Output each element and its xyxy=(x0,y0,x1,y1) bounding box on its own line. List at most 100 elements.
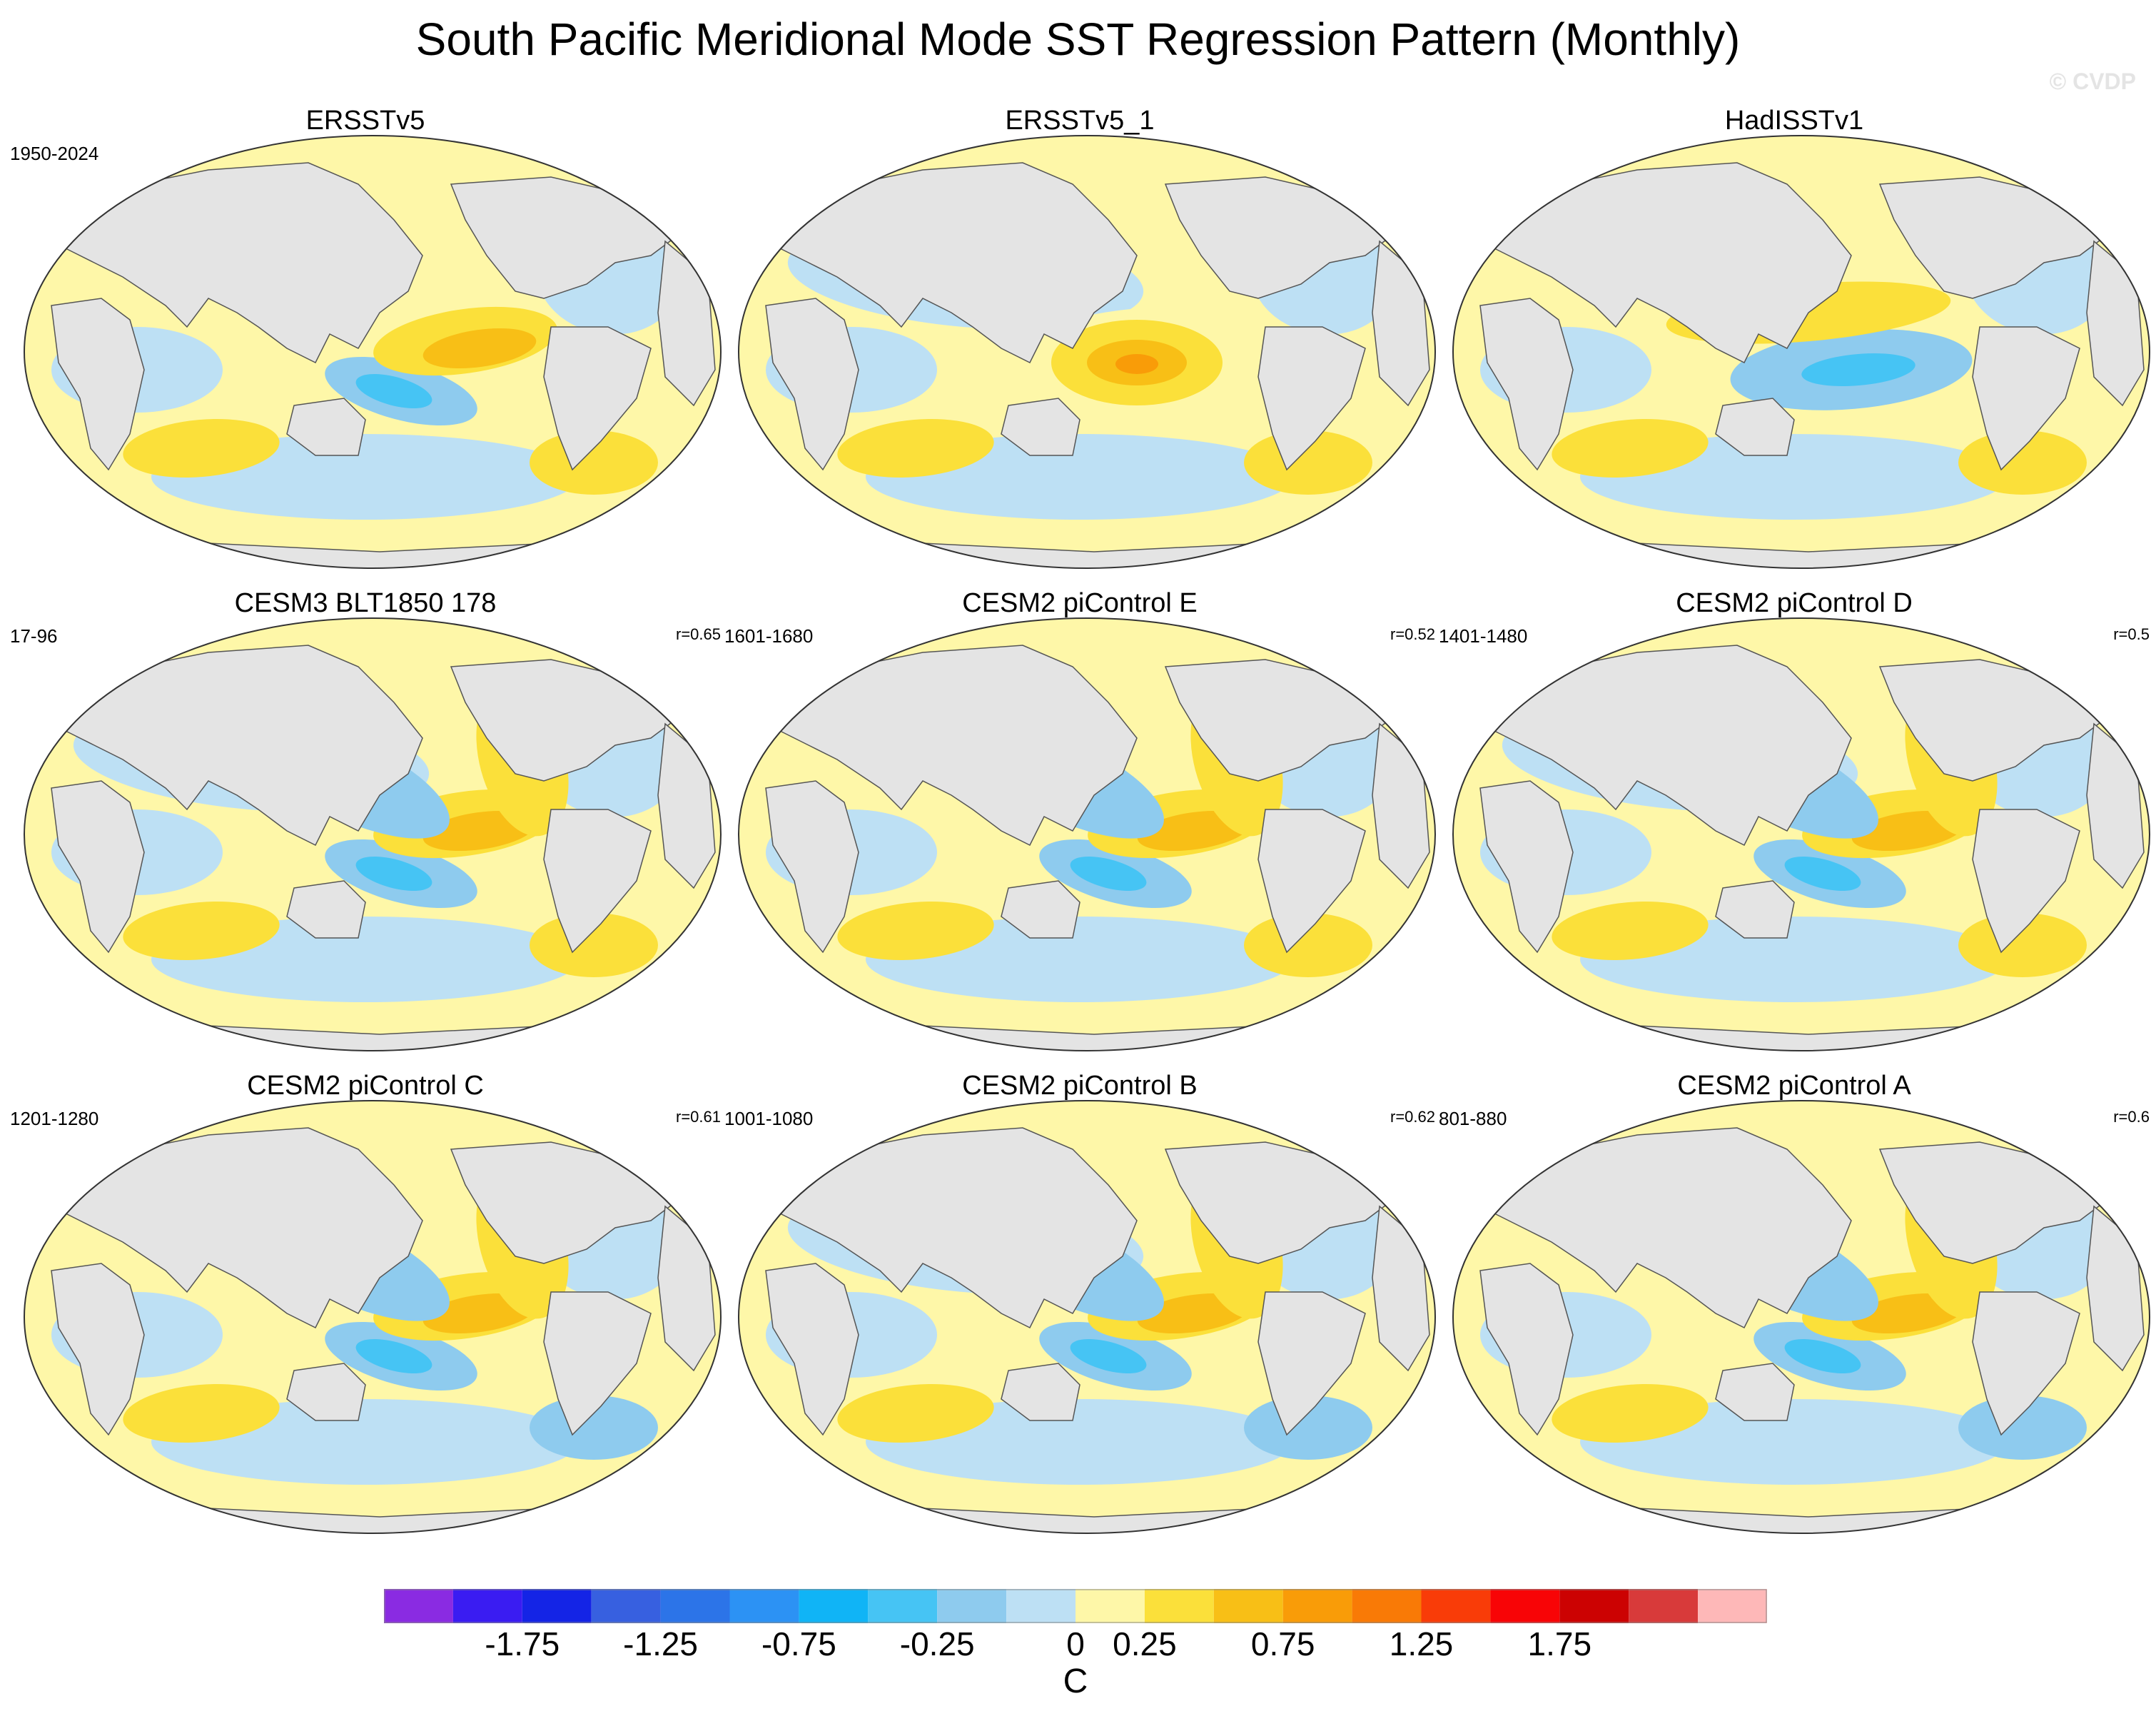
panel-years: 1201-1280 xyxy=(10,1108,99,1129)
colorbar-box xyxy=(868,1589,938,1623)
colorbar-box xyxy=(1352,1589,1422,1623)
sst-anomaly-region xyxy=(1244,430,1372,495)
sst-anomaly-region xyxy=(1115,354,1158,374)
pattern-correlation: r=0.61 xyxy=(676,1108,721,1126)
panel-title: CESM2 piControl C xyxy=(247,1071,484,1101)
sst-anomaly-region xyxy=(1784,857,1861,891)
sst-anomaly-region xyxy=(837,902,994,960)
map-panel: CESM3 BLT1850 178 17-96 r=0.65 xyxy=(9,588,722,1074)
sst-anomaly-region xyxy=(837,1384,994,1443)
sst-anomaly-region xyxy=(1244,1395,1372,1460)
colorbar-tick-label: -1.75 xyxy=(485,1625,560,1662)
map-border xyxy=(738,135,1436,569)
colorbar-box xyxy=(1076,1589,1145,1623)
continent xyxy=(1479,162,1852,364)
panel-years: 1401-1480 xyxy=(1439,625,1528,647)
panel-title: ERSSTv5 xyxy=(305,106,425,136)
continent xyxy=(1001,398,1080,456)
colorbar-box xyxy=(1421,1589,1491,1623)
continent xyxy=(51,1263,145,1436)
colorbar-tick-label: 0.75 xyxy=(1250,1625,1315,1662)
map-panel: CESM2 piControl D 1401-1480 r=0.5 xyxy=(1437,588,2151,1074)
panel-title: CESM2 piControl A xyxy=(1677,1071,1911,1101)
sst-anomaly-region xyxy=(123,419,280,478)
sst-anomaly-region xyxy=(530,1395,658,1460)
continent xyxy=(1001,880,1080,939)
map-border xyxy=(24,617,722,1051)
continent xyxy=(765,780,859,954)
continent xyxy=(1257,809,1366,954)
panel-title: ERSSTv5_1 xyxy=(1005,106,1155,136)
continent xyxy=(543,326,652,471)
map-border xyxy=(1452,617,2150,1051)
sst-anomaly-region xyxy=(530,913,658,977)
colorbar-box xyxy=(660,1589,730,1623)
sst-anomaly-region xyxy=(1244,913,1372,977)
pattern-correlation: r=0.5 xyxy=(2113,625,2150,643)
colorbar-box xyxy=(1213,1589,1283,1623)
continent xyxy=(1257,1291,1366,1436)
colorbar-tick-label: -0.25 xyxy=(899,1625,975,1662)
continent xyxy=(543,809,652,954)
sst-anomaly-region xyxy=(1784,1339,1861,1373)
colorbar-box xyxy=(1698,1589,1767,1623)
panel-title: CESM2 piControl E xyxy=(962,588,1198,618)
map-panel: CESM2 piControl B 1001-1080 r=0.62 xyxy=(723,1071,1437,1556)
map-panel: CESM2 piControl E 1601-1680 r=0.52 xyxy=(723,588,1437,1074)
panel-years: 1001-1080 xyxy=(724,1108,814,1129)
panel-years: 1950-2024 xyxy=(10,143,99,164)
continent xyxy=(51,645,423,847)
panel-title: CESM2 piControl D xyxy=(1676,588,1913,618)
colorbar-box xyxy=(1490,1589,1560,1623)
panel-years: 801-880 xyxy=(1439,1108,1507,1129)
continent xyxy=(765,645,1138,847)
map-border xyxy=(1452,135,2150,569)
continent xyxy=(51,1127,423,1329)
continent xyxy=(1972,1291,2080,1436)
map-panel: CESM2 piControl A 801-880 r=0.6 xyxy=(1437,1071,2151,1556)
colorbar-box xyxy=(799,1589,869,1623)
sst-anomaly-region xyxy=(1552,902,1709,960)
sst-anomaly-region xyxy=(1070,857,1147,891)
sst-regression-map xyxy=(1452,617,2150,1051)
sst-regression-map xyxy=(738,1100,1436,1534)
colorbar-box xyxy=(1006,1589,1076,1623)
figure-title: South Pacific Meridional Mode SST Regres… xyxy=(415,14,1741,65)
colorbar xyxy=(384,1589,1767,1623)
continent xyxy=(1479,1263,1574,1436)
sst-regression-map xyxy=(24,617,722,1051)
sst-regression-map xyxy=(738,617,1436,1051)
colorbar-box xyxy=(1144,1589,1214,1623)
sst-anomaly-region xyxy=(355,857,432,891)
continent xyxy=(1972,326,2080,471)
continent xyxy=(51,780,145,954)
sst-regression-map xyxy=(738,135,1436,569)
map-panel: ERSSTv5_1 xyxy=(723,106,1437,591)
colorbar-box xyxy=(1629,1589,1699,1623)
sst-anomaly-region xyxy=(1552,419,1709,478)
panel-title: CESM2 piControl B xyxy=(962,1071,1198,1101)
continent xyxy=(51,162,423,364)
colorbar-tick-label: -0.75 xyxy=(761,1625,836,1662)
sst-anomaly-region xyxy=(1958,430,2087,495)
map-border xyxy=(24,135,722,569)
sst-regression-map xyxy=(1452,1100,2150,1534)
map-panel: CESM2 piControl C 1201-1280 r=0.61 xyxy=(9,1071,722,1556)
colorbar-box xyxy=(384,1589,453,1623)
continent xyxy=(765,1263,859,1436)
continent xyxy=(286,880,366,939)
colorbar-tick-label: -1.25 xyxy=(623,1625,699,1662)
sst-regression-map xyxy=(24,135,722,569)
continent xyxy=(1972,809,2080,954)
colorbar-box xyxy=(522,1589,592,1623)
map-panel: HadISSTv1 xyxy=(1437,106,2151,591)
panel-title: CESM3 BLT1850 178 xyxy=(234,588,497,618)
sst-regression-map xyxy=(1452,135,2150,569)
continent xyxy=(1479,780,1574,954)
continent xyxy=(1715,1363,1795,1421)
map-border xyxy=(738,1100,1436,1534)
continent xyxy=(765,298,859,471)
sst-anomaly-region xyxy=(123,902,280,960)
sst-anomaly-region xyxy=(355,374,432,408)
continent xyxy=(543,1291,652,1436)
